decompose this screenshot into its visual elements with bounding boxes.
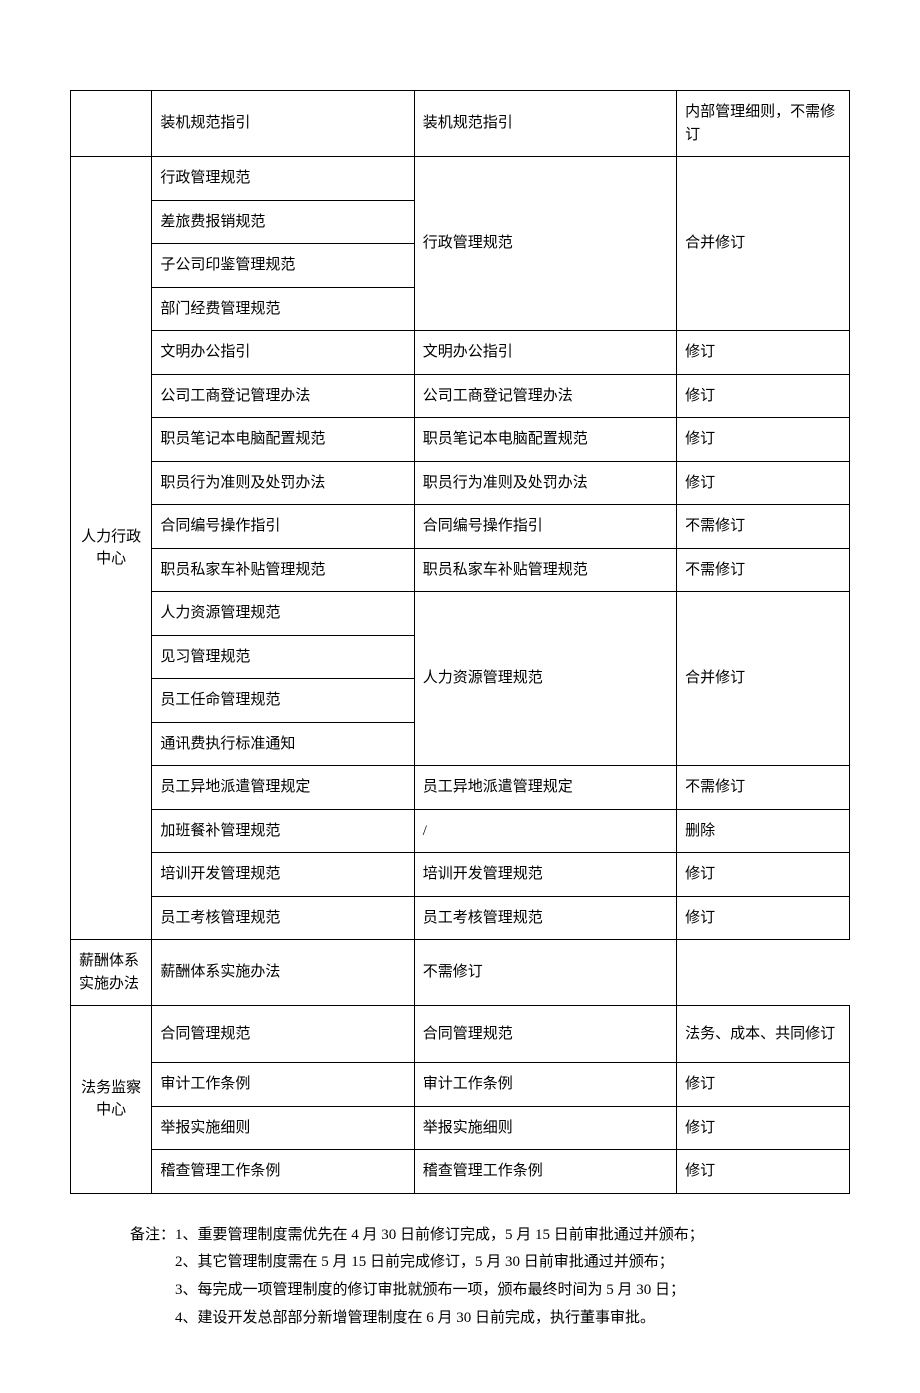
table-row: 人力行政中心行政管理规范行政管理规范合并修订 — [71, 157, 850, 201]
source-cell: 举报实施细则 — [152, 1106, 414, 1150]
target-cell: 职员私家车补贴管理规范 — [414, 548, 676, 592]
target-cell: 职员笔记本电脑配置规范 — [414, 418, 676, 462]
table-row: 职员私家车补贴管理规范职员私家车补贴管理规范不需修订 — [71, 548, 850, 592]
source-cell: 公司工商登记管理办法 — [152, 374, 414, 418]
target-cell: 文明办公指引 — [414, 331, 676, 375]
target-cell: 装机规范指引 — [414, 91, 676, 157]
notes-prefix: 备注： — [130, 1227, 175, 1243]
source-cell: 员工任命管理规范 — [152, 679, 414, 723]
notes-block: 备注：1、重要管理制度需优先在 4 月 30 日前修订完成，5 月 15 日前审… — [70, 1222, 850, 1333]
action-cell: 修订 — [677, 461, 850, 505]
table-row: 职员行为准则及处罚办法职员行为准则及处罚办法修订 — [71, 461, 850, 505]
action-cell: 修订 — [677, 1063, 850, 1107]
target-cell: 培训开发管理规范 — [414, 853, 676, 897]
target-cell: 薪酬体系实施办法 — [152, 940, 414, 1006]
source-cell: 员工异地派遣管理规定 — [152, 766, 414, 810]
action-cell: 不需修订 — [677, 766, 850, 810]
table-row: 培训开发管理规范培训开发管理规范修订 — [71, 853, 850, 897]
target-cell: 审计工作条例 — [414, 1063, 676, 1107]
action-cell: 不需修订 — [677, 505, 850, 549]
target-cell: 人力资源管理规范 — [414, 592, 676, 766]
action-cell: 修订 — [677, 374, 850, 418]
target-cell: 合同编号操作指引 — [414, 505, 676, 549]
dept-cell: 法务监察中心 — [71, 1006, 152, 1194]
table-row: 公司工商登记管理办法公司工商登记管理办法修订 — [71, 374, 850, 418]
source-cell: 见习管理规范 — [152, 635, 414, 679]
source-cell: 审计工作条例 — [152, 1063, 414, 1107]
source-cell: 职员笔记本电脑配置规范 — [152, 418, 414, 462]
table-row: 加班餐补管理规范/删除 — [71, 809, 850, 853]
table-row: 员工异地派遣管理规定员工异地派遣管理规定不需修订 — [71, 766, 850, 810]
table-row: 职员笔记本电脑配置规范职员笔记本电脑配置规范修订 — [71, 418, 850, 462]
dept-cell: 人力行政中心 — [71, 157, 152, 940]
action-cell: 修订 — [677, 1106, 850, 1150]
action-cell: 修订 — [677, 418, 850, 462]
action-cell: 不需修订 — [414, 940, 676, 1006]
note-1: 备注：1、重要管理制度需优先在 4 月 30 日前修订完成，5 月 15 日前审… — [130, 1222, 850, 1250]
action-cell: 内部管理细则，不需修订 — [677, 91, 850, 157]
dept-cell — [71, 91, 152, 157]
action-cell: 不需修订 — [677, 548, 850, 592]
target-cell: 员工异地派遣管理规定 — [414, 766, 676, 810]
action-cell: 删除 — [677, 809, 850, 853]
target-cell: 稽查管理工作条例 — [414, 1150, 676, 1194]
target-cell: 员工考核管理规范 — [414, 896, 676, 940]
table-row: 举报实施细则举报实施细则修订 — [71, 1106, 850, 1150]
note-4: 4、建设开发总部部分新增管理制度在 6 月 30 日前完成，执行董事审批。 — [130, 1305, 850, 1333]
action-cell: 合并修订 — [677, 157, 850, 331]
source-cell: 合同管理规范 — [152, 1006, 414, 1063]
table-row: 合同编号操作指引合同编号操作指引不需修订 — [71, 505, 850, 549]
target-cell: / — [414, 809, 676, 853]
target-cell: 公司工商登记管理办法 — [414, 374, 676, 418]
source-cell: 员工考核管理规范 — [152, 896, 414, 940]
note-2: 2、其它管理制度需在 5 月 15 日前完成修订，5 月 30 日前审批通过并颁… — [130, 1249, 850, 1277]
table-row: 法务监察中心合同管理规范合同管理规范法务、成本、共同修订 — [71, 1006, 850, 1063]
target-cell: 合同管理规范 — [414, 1006, 676, 1063]
source-cell: 通讯费执行标准通知 — [152, 722, 414, 766]
source-cell: 培训开发管理规范 — [152, 853, 414, 897]
table-row: 薪酬体系实施办法薪酬体系实施办法不需修订 — [71, 940, 850, 1006]
table-row: 文明办公指引文明办公指引修订 — [71, 331, 850, 375]
table-row: 装机规范指引装机规范指引内部管理细则，不需修订 — [71, 91, 850, 157]
source-cell: 职员私家车补贴管理规范 — [152, 548, 414, 592]
regulation-table: 装机规范指引装机规范指引内部管理细则，不需修订人力行政中心行政管理规范行政管理规… — [70, 90, 850, 1194]
source-cell: 加班餐补管理规范 — [152, 809, 414, 853]
source-cell: 合同编号操作指引 — [152, 505, 414, 549]
action-cell: 合并修订 — [677, 592, 850, 766]
source-cell: 差旅费报销规范 — [152, 200, 414, 244]
table-row: 审计工作条例审计工作条例修订 — [71, 1063, 850, 1107]
action-cell: 修订 — [677, 331, 850, 375]
source-cell: 文明办公指引 — [152, 331, 414, 375]
source-cell: 薪酬体系实施办法 — [71, 940, 152, 1006]
source-cell: 职员行为准则及处罚办法 — [152, 461, 414, 505]
table-row: 稽查管理工作条例稽查管理工作条例修订 — [71, 1150, 850, 1194]
target-cell: 职员行为准则及处罚办法 — [414, 461, 676, 505]
source-cell: 装机规范指引 — [152, 91, 414, 157]
action-cell: 修订 — [677, 1150, 850, 1194]
table-row: 人力资源管理规范人力资源管理规范合并修订 — [71, 592, 850, 636]
source-cell: 子公司印鉴管理规范 — [152, 244, 414, 288]
table-row: 员工考核管理规范员工考核管理规范修订 — [71, 896, 850, 940]
source-cell: 部门经费管理规范 — [152, 287, 414, 331]
source-cell: 人力资源管理规范 — [152, 592, 414, 636]
action-cell: 修订 — [677, 853, 850, 897]
action-cell: 法务、成本、共同修订 — [677, 1006, 850, 1063]
source-cell: 行政管理规范 — [152, 157, 414, 201]
target-cell: 行政管理规范 — [414, 157, 676, 331]
target-cell: 举报实施细则 — [414, 1106, 676, 1150]
note-3: 3、每完成一项管理制度的修订审批就颁布一项，颁布最终时间为 5 月 30 日； — [130, 1277, 850, 1305]
source-cell: 稽查管理工作条例 — [152, 1150, 414, 1194]
action-cell: 修订 — [677, 896, 850, 940]
